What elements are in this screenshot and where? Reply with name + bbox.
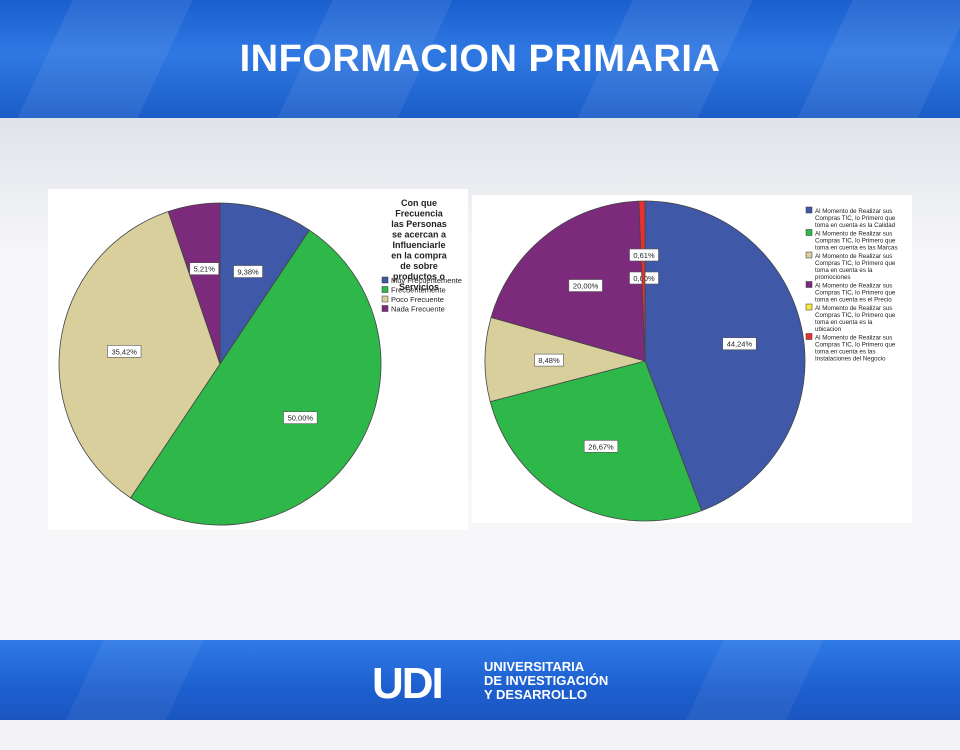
pie-chart-frequency: 9,38% 50,00% 35,42% 5,21% Con queFrecuencial…	[58, 198, 462, 526]
chart1-data-label-box-2	[534, 353, 564, 367]
chart1-legend-label-4: Al Momento de Realizar sus	[815, 305, 892, 312]
slide-content: 9,38% 50,00% 35,42% 5,21% Con que Frecuencia l…	[0, 118, 960, 640]
chart0-legend-label-1: Frecuentemente	[391, 286, 446, 295]
chart1-legend-swatch-2	[805, 251, 813, 259]
chart0-slice-3	[167, 202, 221, 365]
logo-line-1: UNIVERSITARIA	[484, 659, 585, 674]
chart0-legend-swatch-1	[381, 286, 389, 293]
chart1-legend-label-2: Al Momento de Realizar sus	[815, 253, 892, 260]
chart1-data-label-1: 26,67%	[588, 442, 614, 451]
slide-title: INFORMACION PRIMARIA	[239, 38, 721, 80]
slide-header: INFORMACION PRIMARIA	[0, 0, 960, 118]
chart1-data-label-2: 8,48%	[538, 356, 560, 365]
chart0-legend-title-line: las Personas	[391, 219, 447, 229]
chart1-data-label-box-0	[722, 337, 757, 351]
chart1-legend-swatch-1	[805, 229, 813, 236]
pie-chart-purchase-factors: 44,24%26,67%8,48%20,00%0,00%0,61%Al Mome…	[484, 200, 898, 522]
chart1-legend-label-5: Al Momento de Realizar sus	[815, 335, 892, 342]
logo-line-2: DE INVESTIGACIÓN	[484, 673, 609, 688]
chart0-data-label-0: 9,38%	[237, 268, 259, 277]
chart1-legend-label-3: Compras TIC, lo Primero que	[815, 290, 896, 297]
chart1-slice-2	[484, 316, 647, 403]
chart0-slice-1	[130, 229, 382, 526]
chart1-data-label-3: 20,00%	[573, 282, 599, 291]
chart0-data-label-box-1	[283, 411, 318, 424]
chart0-legend-label-3: Nada Frecuente	[391, 305, 445, 314]
chart1-legend-label-4: Compras TIC, lo Primero que	[815, 312, 896, 319]
chart0-data-label-box-2	[107, 345, 142, 358]
chart1-legend-label-5: toma en cuenta es las	[815, 349, 876, 356]
chart1-legend-label-2: promociones	[815, 274, 850, 281]
chart1-legend-label-3: toma en cuenta es el Precio	[815, 297, 892, 304]
chart0-legend-title-line: Con que	[401, 198, 437, 208]
chart0-legend-label-0: Muy Frecuentemente	[391, 276, 462, 285]
chart-panel-purchase-factors: 44,24%26,67%8,48%20,00%0,00%0,61%Al Mome…	[472, 195, 912, 523]
chart0-data-label-box-0	[233, 265, 263, 278]
chart0-legend-swatch-2	[381, 295, 389, 303]
chart1-slice-0	[644, 200, 806, 512]
chart0-legend-title-line: Servicios	[399, 282, 439, 292]
chart1-legend-label-5: Instalaciones del Negocio	[815, 356, 886, 363]
chart1-legend-label-2: toma en cuenta es la	[815, 267, 873, 274]
chart0-legend-title-line: Frecuencia	[395, 209, 444, 219]
chart1-legend-label-0: Compras TIC, lo Primero que	[815, 215, 896, 222]
chart0-data-label-box-3	[189, 262, 220, 275]
chart1-legend-label-4: toma en cuenta es la	[815, 319, 873, 326]
chart1-data-label-0: 44,24%	[727, 340, 753, 349]
chart1-data-label-box-5	[629, 248, 659, 262]
logo-text: UNIVERSITARIA DE INVESTIGACIÓN Y DESARRO…	[484, 660, 608, 702]
chart1-data-label-box-3	[568, 279, 603, 292]
chart0-data-label-2: 35,42%	[112, 347, 138, 356]
slide-footer: UDI UNIVERSITARIA DE INVESTIGACIÓN Y DES…	[0, 630, 960, 750]
chart1-legend-swatch-5	[805, 333, 813, 340]
chart0-slice-0	[219, 202, 311, 366]
chart0-legend-swatch-0	[381, 276, 389, 284]
chart1-slice-3	[490, 200, 646, 362]
chart0-data-label-3: 5,21%	[194, 265, 216, 274]
chart1-legend-swatch-4	[805, 303, 813, 311]
chart1-legend-swatch-3	[805, 281, 813, 288]
chart1-legend-label-2: Compras TIC, lo Primero que	[815, 260, 896, 267]
logo-line-3: Y DESARROLLO	[484, 687, 588, 702]
chart1-legend-label-5: Compras TIC, lo Primero que	[815, 342, 896, 349]
chart0-legend-title-line: Influenciarle	[392, 240, 445, 250]
logo-mark: UDI	[372, 659, 444, 708]
chart1-legend-label-1: toma en cuenta es las Marcas	[815, 245, 898, 252]
chart0-legend-label-2: Poco Frecuente	[391, 295, 444, 304]
chart1-legend-label-1: Al Momento de Realizar sus	[815, 231, 892, 238]
chart0-data-label-1: 50,00%	[288, 414, 314, 423]
chart1-legend-label-0: toma en cuenta es la Calidad	[815, 222, 896, 229]
chart1-data-label-box-1	[583, 440, 619, 453]
chart0-legend-title-line: se acercan a	[392, 230, 447, 240]
chart0-legend-swatch-3	[381, 305, 389, 312]
chart1-legend-label-3: Al Momento de Realizar sus	[815, 283, 892, 290]
chart0-legend-title-line: en la compra	[391, 251, 448, 261]
chart1-legend-label-4: ubicacion	[815, 326, 842, 333]
chart-panel-frequency: 9,38% 50,00% 35,42% 5,21% Con que Frecuencia l…	[48, 189, 468, 530]
chart1-slice-5	[638, 200, 646, 362]
chart0-legend-title-line: de sobre	[400, 261, 438, 271]
chart1-data-label-5: 0,61%	[633, 251, 655, 260]
chart1-legend-swatch-0	[805, 206, 813, 214]
chart1-legend-label-0: Al Momento de Realizar sus	[815, 208, 892, 215]
chart0-legend-title-line: productos o	[393, 272, 445, 282]
chart1-legend-label-1: Compras TIC, lo Primero que	[815, 238, 896, 245]
